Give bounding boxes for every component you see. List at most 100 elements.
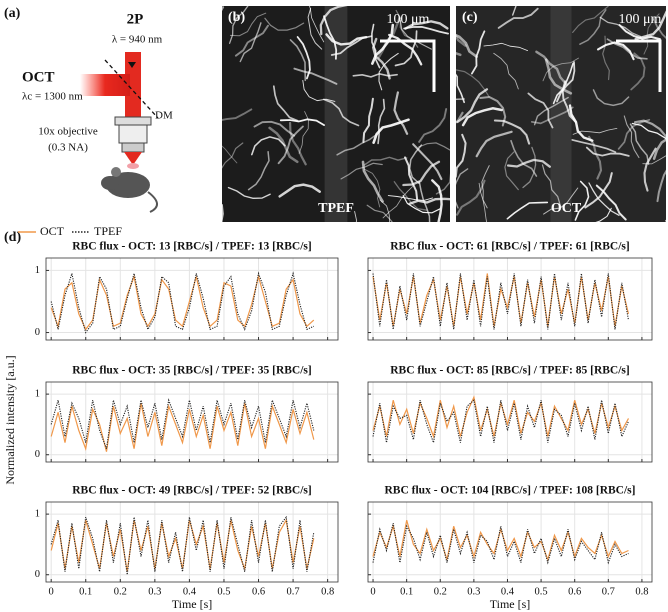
- y-tick-label: 0: [35, 327, 40, 338]
- vessel: [379, 199, 391, 222]
- vessel: [387, 195, 434, 201]
- vessel: [456, 111, 464, 124]
- vessel: [354, 210, 357, 222]
- vessel: [394, 30, 418, 67]
- vessel: [362, 97, 374, 143]
- vessel: [377, 98, 386, 145]
- scale-label: 100 μm: [387, 12, 430, 27]
- vessel: [556, 61, 576, 103]
- chart: RBC flux - OCT: 104 [RBC/s] / TPEF: 108 …: [367, 485, 653, 611]
- vessel: [222, 145, 238, 164]
- vessel: [408, 144, 423, 185]
- vessel: [461, 107, 503, 127]
- vessel: [475, 130, 513, 158]
- vessel: [592, 89, 630, 107]
- vessel: [229, 12, 267, 37]
- vessel: [572, 6, 609, 33]
- plot-area: [46, 258, 338, 340]
- plot-frame: [45, 381, 339, 463]
- chart: RBC flux - OCT: 61 [RBC/s] / TPEF: 61 [R…: [367, 241, 653, 341]
- vessel: [522, 146, 537, 189]
- vessel: [363, 168, 381, 208]
- x-axis-label: Time [s]: [490, 597, 531, 611]
- vessel: [541, 164, 561, 206]
- vessel: [506, 201, 549, 220]
- series-line: [50, 271, 315, 334]
- vessel: [222, 204, 224, 222]
- y-tick-label: 0: [35, 449, 40, 460]
- vessel: [264, 17, 305, 31]
- x-tick-label: 0: [49, 586, 54, 597]
- vessel: [456, 133, 467, 178]
- vessel: [222, 6, 225, 12]
- vessel: [309, 6, 325, 43]
- vessel: [595, 184, 627, 221]
- vessel: [506, 158, 551, 168]
- series-line: [50, 398, 315, 449]
- series-line: [372, 273, 630, 330]
- x-tick-label: 0.5: [535, 586, 548, 597]
- x-tick-label: 0.1: [400, 586, 413, 597]
- vessel: [533, 96, 569, 126]
- panel-label: (b): [228, 10, 245, 25]
- objective-label: 10x objective: [38, 126, 98, 138]
- vessel: [493, 119, 531, 145]
- vessel: [307, 8, 323, 50]
- scale-bar: [616, 39, 662, 92]
- vessel: [319, 6, 348, 36]
- panel-c: (c) 100 μm OCT: [456, 6, 666, 222]
- vessel: [253, 120, 296, 137]
- vessel: [493, 52, 519, 90]
- vessel: [277, 125, 304, 165]
- y-tick-label: 1: [35, 389, 40, 400]
- vessel: [629, 123, 650, 165]
- vessel: [388, 33, 423, 66]
- vessel: [371, 23, 395, 65]
- oct-wavelength: λc = 1300 nm: [22, 91, 83, 103]
- x-tick-label: 0.2: [434, 586, 447, 597]
- vessel: [403, 25, 449, 35]
- vessel: [595, 207, 612, 222]
- vessel: [642, 155, 666, 165]
- x-tick-label: 0.1: [79, 586, 92, 597]
- vessel: [239, 22, 262, 63]
- vessel: [418, 180, 431, 222]
- vessel: [568, 104, 594, 142]
- vessel: [588, 182, 620, 216]
- vessel: [227, 186, 271, 200]
- vessel: [399, 19, 432, 50]
- chart: RBC flux - OCT: 13 [RBC/s] / TPEF: 13 [R…: [35, 241, 339, 341]
- vessel: [247, 151, 270, 191]
- vessel: [393, 91, 409, 135]
- x-tick-label: 0: [370, 586, 375, 597]
- y-axis-label: Normalized intensity [a.u.]: [3, 355, 17, 484]
- x-tick-label: 0.7: [287, 586, 300, 597]
- vessel: [234, 24, 269, 57]
- x-tick-label: 0.6: [568, 586, 581, 597]
- vessel: [222, 108, 253, 121]
- vessel: [435, 173, 450, 195]
- x-tick-label: 0.4: [183, 586, 197, 597]
- vessel: [298, 111, 309, 154]
- vessel: [378, 52, 399, 91]
- x-tick-label: 0.8: [635, 586, 648, 597]
- vessel: [302, 79, 336, 102]
- chart-title: RBC flux - OCT: 104 [RBC/s] / TPEF: 108 …: [385, 485, 636, 497]
- vessel: [278, 183, 321, 198]
- vessel: [633, 119, 666, 142]
- plot-frame: [367, 381, 653, 463]
- x-axis-label: Time [s]: [172, 597, 213, 611]
- series-line: [372, 520, 629, 562]
- vessel: [289, 121, 307, 166]
- x-tick-label: 0.4: [501, 586, 515, 597]
- x-tick-label: 0.8: [321, 586, 334, 597]
- vessel: [456, 98, 465, 100]
- vessel: [228, 6, 249, 44]
- vessel: [652, 138, 666, 160]
- vessel: [530, 106, 574, 125]
- vessel: [527, 92, 554, 129]
- x-tick-label: 0.6: [252, 586, 265, 597]
- main-vessel: [550, 6, 572, 222]
- vessel: [571, 139, 617, 153]
